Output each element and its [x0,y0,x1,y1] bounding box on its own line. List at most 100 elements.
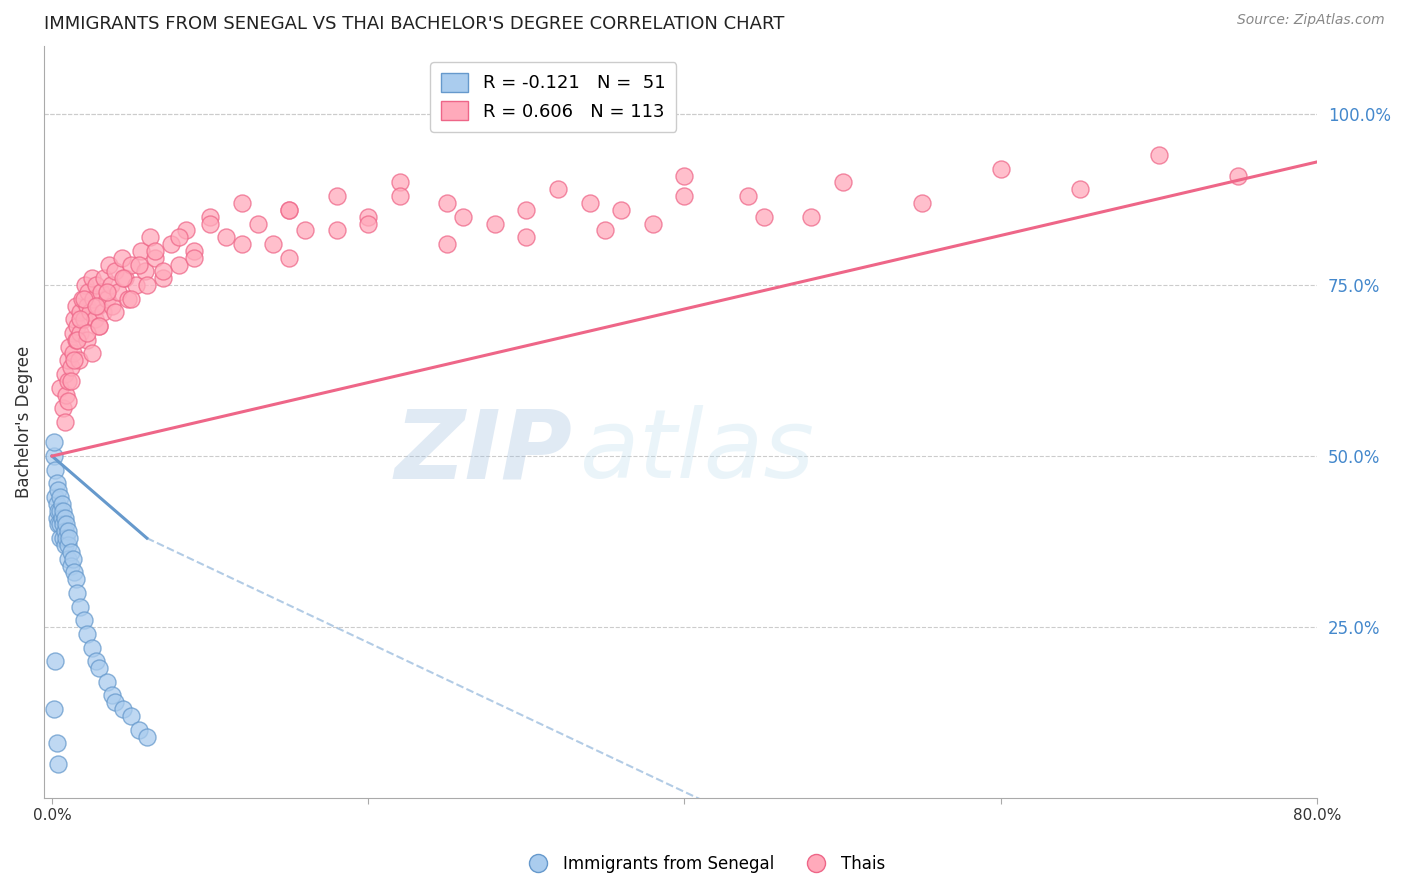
Point [143,244,166,258]
Point [96,674,118,689]
Point [56,353,79,368]
Text: ZIP: ZIP [395,406,572,499]
Point [42,435,65,450]
Point [278,202,301,217]
Point [76,299,98,313]
Point [45,497,67,511]
Point [610,202,633,217]
Point [49,531,72,545]
Point [231,196,253,211]
Point [134,264,156,278]
Point [198,217,221,231]
Point [737,189,759,203]
Point [84,299,107,313]
Point [46,517,69,532]
Point [93,271,115,285]
Point [104,695,127,709]
Point [65,333,87,347]
Point [69,326,91,340]
Point [176,223,198,237]
Text: IMMIGRANTS FROM SENEGAL VS THAI BACHELOR'S DEGREE CORRELATION CHART: IMMIGRANTS FROM SENEGAL VS THAI BACHELOR… [44,15,785,33]
Point [77,285,100,299]
Legend: R = -0.121   N =  51, R = 0.606   N = 113: R = -0.121 N = 51, R = 0.606 N = 113 [430,62,676,132]
Point [84,278,107,293]
Point [69,599,91,614]
Point [110,251,132,265]
Point [112,702,135,716]
Point [139,230,162,244]
Point [547,182,569,196]
Point [800,210,823,224]
Point [436,237,458,252]
Point [595,223,617,237]
Point [66,586,89,600]
Point [114,271,136,285]
Point [46,756,69,771]
Point [45,510,67,524]
Point [44,654,66,668]
Point [72,292,94,306]
Point [89,661,111,675]
Point [65,299,87,313]
Point [484,217,506,231]
Point [76,627,98,641]
Point [1069,182,1091,196]
Point [42,702,65,716]
Point [49,381,72,395]
Point [1226,169,1249,183]
Point [72,312,94,326]
Point [112,271,135,285]
Point [80,640,103,655]
Point [101,299,124,313]
Text: atlas: atlas [579,406,814,499]
Point [231,237,253,252]
Point [52,517,75,532]
Point [120,709,142,723]
Point [56,394,79,409]
Point [62,551,84,566]
Point [129,244,152,258]
Point [104,264,127,278]
Point [66,333,89,347]
Point [58,340,80,354]
Point [53,415,76,429]
Point [59,360,82,375]
Point [89,319,111,334]
Point [388,189,411,203]
Point [63,566,86,580]
Point [56,538,79,552]
Point [83,312,105,326]
Point [120,292,142,306]
Point [673,189,696,203]
Point [55,387,77,401]
Point [55,531,77,545]
Point [91,305,114,319]
Point [76,333,98,347]
Point [515,230,537,244]
Point [52,504,75,518]
Point [357,210,380,224]
Point [325,189,347,203]
Point [97,258,120,272]
Point [89,319,111,334]
Point [96,285,118,299]
Point [49,517,72,532]
Point [46,483,69,498]
Point [42,449,65,463]
Point [578,196,600,211]
Point [515,202,537,217]
Point [51,497,73,511]
Point [70,292,93,306]
Point [56,524,79,539]
Point [120,258,142,272]
Point [59,374,82,388]
Point [143,251,166,265]
Point [52,531,75,545]
Point [152,271,174,285]
Point [82,292,104,306]
Point [49,490,72,504]
Point [53,538,76,552]
Point [58,531,80,545]
Point [96,292,118,306]
Point [90,285,112,299]
